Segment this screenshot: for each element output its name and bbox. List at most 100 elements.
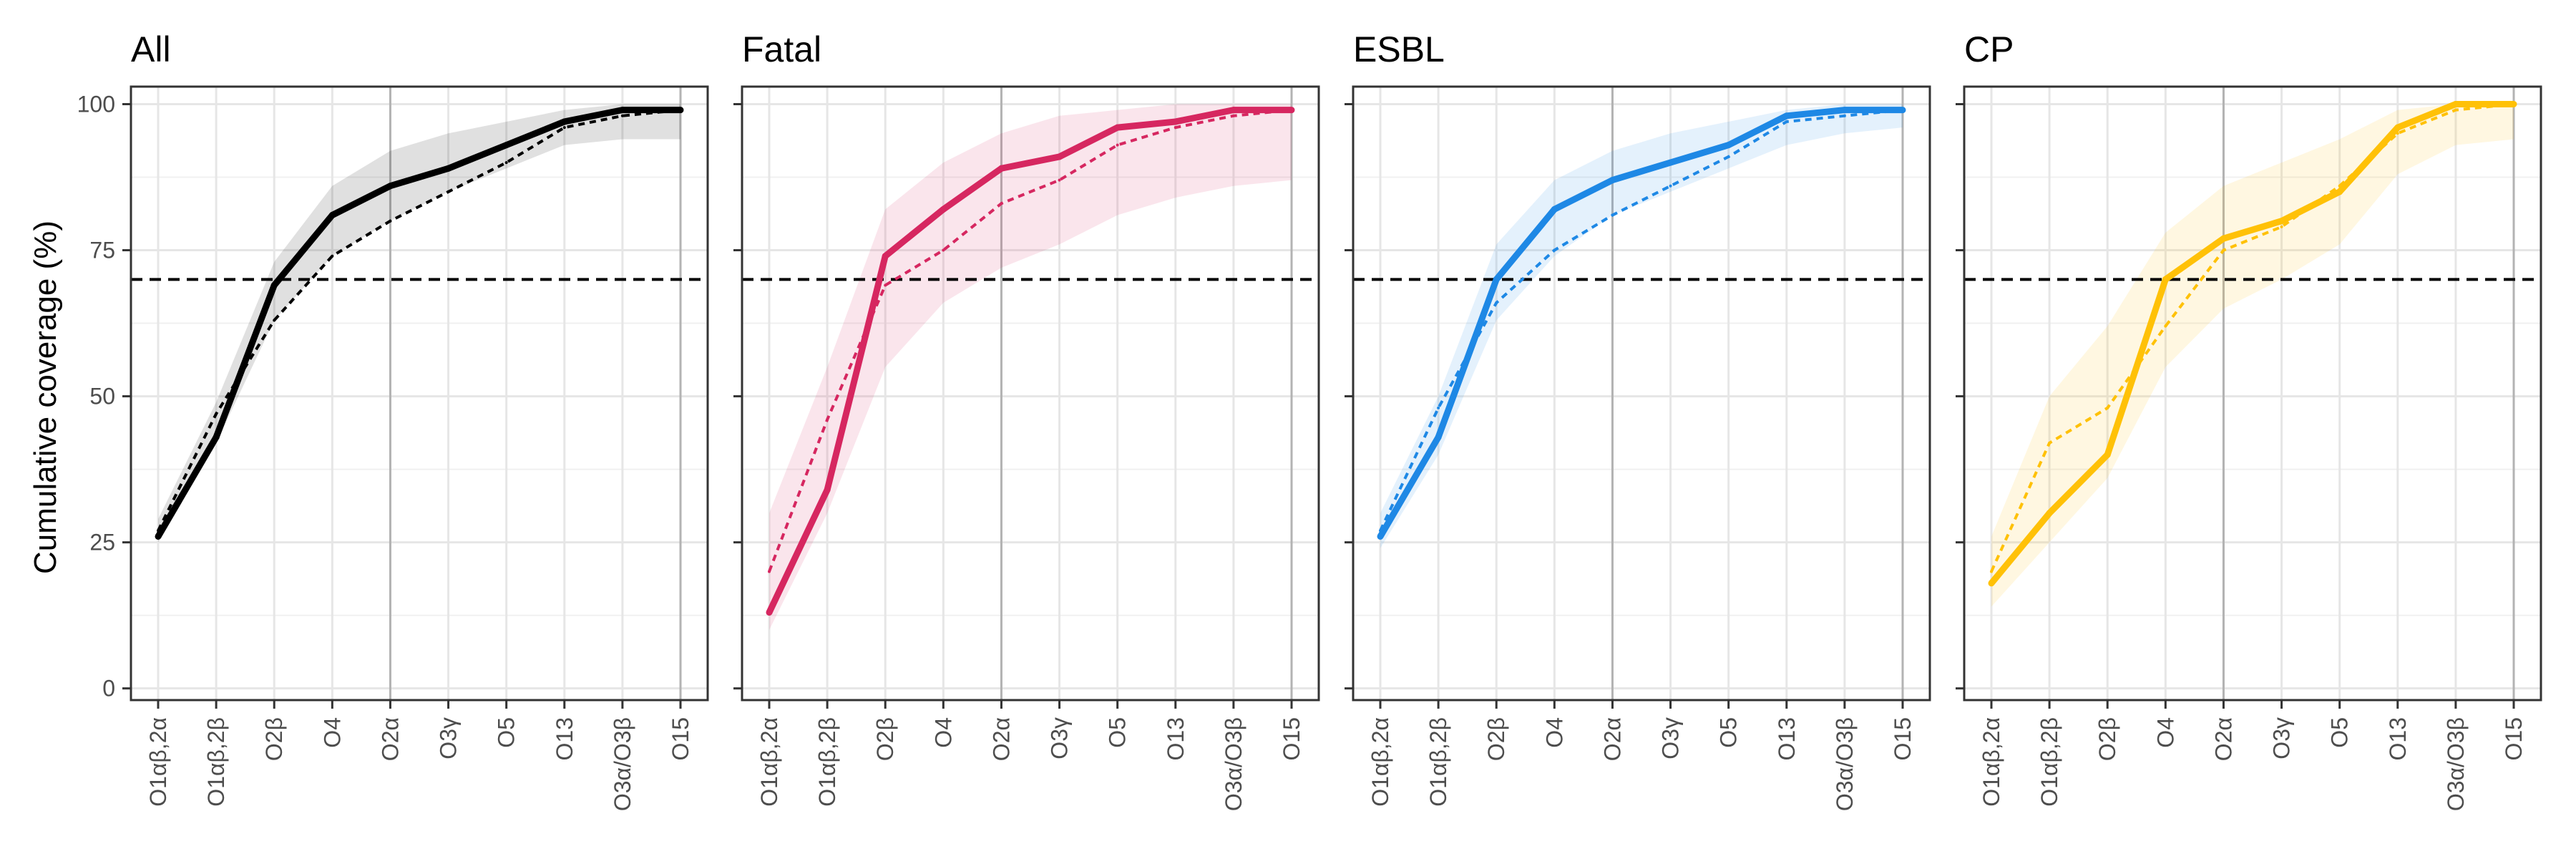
panel-background: [131, 87, 708, 700]
data-point-dashed: [2222, 248, 2225, 252]
x-tick-label: O1αβ,2α: [756, 717, 782, 807]
data-point-solid: [940, 205, 947, 213]
data-point-solid: [445, 165, 452, 172]
data-point-solid: [2336, 188, 2343, 195]
data-point-dashed: [1495, 301, 1498, 304]
x-tick-label: O3α/O3β: [610, 717, 635, 811]
x-tick-label: O2β: [2094, 717, 2120, 761]
data-point-dashed: [826, 418, 829, 422]
data-point-dashed: [1379, 529, 1382, 533]
data-point-dashed: [157, 529, 160, 533]
panel-cp: CP O1αβ,2α O1αβ,2β O2β O4 O2α O3γ O5 O13 O3α/O3β O…: [1956, 29, 2542, 811]
x-tick-label: O5: [494, 717, 519, 748]
data-point-dashed: [2106, 406, 2109, 409]
panel-background: [1964, 87, 2541, 700]
data-point-dashed: [562, 126, 566, 130]
confidence-band: [1991, 104, 2514, 607]
data-point-solid: [2452, 100, 2459, 107]
data-point-solid: [503, 142, 510, 149]
x-tick-label: O5: [1716, 717, 1742, 748]
data-point-solid: [155, 533, 162, 540]
x-tick-label: O2α: [2210, 717, 2236, 761]
panel-background: [1353, 87, 1930, 700]
data-point-dashed: [447, 190, 450, 193]
data-point-solid: [1783, 112, 1790, 120]
data-point-dashed: [2280, 225, 2283, 228]
data-point-solid: [997, 165, 1005, 172]
data-point-dashed: [1553, 248, 1556, 252]
panel-border: [1352, 85, 1931, 702]
data-point-solid: [2394, 124, 2401, 131]
x-tick-label: O1αβ,2β: [2036, 717, 2062, 807]
panel-title: All: [131, 29, 171, 69]
data-point-solid: [2046, 510, 2053, 517]
data-point-dashed: [1231, 114, 1235, 117]
data-point-solid: [1377, 533, 1384, 540]
x-tick-label: O3γ: [1047, 717, 1073, 759]
series-line-solid: [766, 107, 1292, 614]
x-tick-label: O1αβ,2α: [145, 717, 171, 807]
data-point-dashed: [1901, 108, 1904, 112]
data-point-dashed: [2512, 102, 2515, 106]
data-point-solid: [386, 183, 394, 190]
series-line-dashed: [157, 108, 681, 532]
data-point-dashed: [1290, 108, 1293, 112]
data-point-solid: [824, 486, 831, 493]
panel-fatal: Fatal O1αβ,2α O1αβ,2β O2β O4 O2α O3γ O5 O13 O3α/O…: [733, 29, 1320, 811]
x-tick-label: O3α/O3β: [1832, 717, 1858, 811]
series-line-solid: [1989, 100, 2514, 586]
data-point-dashed: [1116, 143, 1119, 147]
x-tick-label: O3γ: [2269, 717, 2295, 759]
data-point-dashed: [215, 412, 218, 416]
x-tick-label: O13: [552, 717, 577, 760]
x-tick-label: O3γ: [436, 717, 462, 759]
x-tick-label: O1αβ,2β: [814, 717, 840, 807]
data-point-dashed: [620, 114, 624, 117]
data-point-solid: [1725, 142, 1732, 149]
data-point-dashed: [1669, 184, 1672, 188]
y-axis-title: Cumulative coverage (%): [28, 220, 63, 574]
data-point-solid: [1667, 159, 1674, 166]
data-point-dashed: [679, 108, 682, 112]
data-point-dashed: [504, 161, 508, 165]
data-point-dashed: [2454, 108, 2457, 112]
data-point-solid: [1551, 205, 1558, 213]
data-point-dashed: [1843, 114, 1846, 117]
x-tick-label: O15: [2501, 717, 2527, 760]
data-point-dashed: [389, 219, 392, 223]
x-tick-label: O4: [1541, 717, 1567, 748]
data-point-dashed: [2164, 324, 2167, 328]
series-line-dashed: [1379, 108, 1903, 532]
x-tick-label: O3α/O3β: [1221, 717, 1246, 811]
panel-background: [742, 87, 1319, 700]
data-point-dashed: [884, 283, 887, 287]
x-tick-label: O15: [1890, 717, 1916, 760]
data-point-dashed: [768, 570, 771, 573]
x-tick-label: O2β: [872, 717, 898, 761]
y-tick-label: 50: [89, 384, 115, 409]
data-point-dashed: [1785, 120, 1788, 123]
data-point-solid: [213, 434, 220, 441]
x-tick-label: O5: [2327, 717, 2353, 748]
series-line-dashed: [1990, 102, 2514, 573]
x-tick-label: O1αβ,2β: [1425, 717, 1451, 807]
data-point-solid: [270, 282, 278, 289]
x-tick-label: O5: [1105, 717, 1131, 748]
data-point-dashed: [1058, 178, 1061, 182]
data-point-solid: [1172, 118, 1179, 125]
panel-border: [1963, 85, 2542, 702]
data-point-dashed: [2338, 184, 2341, 188]
panel-title: ESBL: [1353, 29, 1445, 69]
x-tick-label: O13: [1163, 717, 1189, 760]
x-tick-label: O1αβ,2α: [1979, 717, 2004, 807]
panel-title: Fatal: [742, 29, 821, 69]
data-point-dashed: [1727, 155, 1730, 158]
x-tick-label: O4: [319, 717, 345, 748]
data-point-dashed: [1437, 406, 1440, 409]
data-point-dashed: [331, 254, 334, 258]
x-tick-label: O13: [1774, 717, 1800, 760]
series-line-solid: [155, 107, 680, 538]
data-point-solid: [1435, 434, 1442, 441]
panel-title: CP: [1964, 29, 2014, 69]
